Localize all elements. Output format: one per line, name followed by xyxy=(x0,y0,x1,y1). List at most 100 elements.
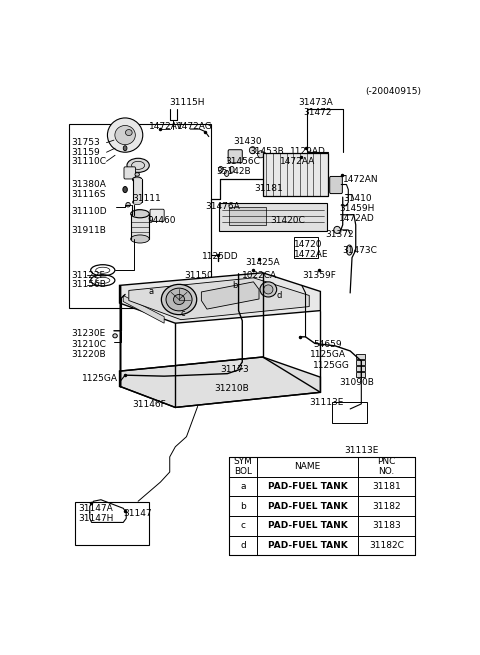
Bar xyxy=(75,502,149,545)
Text: 31473A: 31473A xyxy=(298,98,333,107)
Text: 31147H: 31147H xyxy=(78,514,113,523)
Text: 1472AA: 1472AA xyxy=(279,157,315,166)
Ellipse shape xyxy=(108,118,143,152)
Ellipse shape xyxy=(135,173,139,176)
Text: 94460: 94460 xyxy=(147,216,176,225)
Ellipse shape xyxy=(225,170,229,176)
Text: d: d xyxy=(277,291,282,300)
FancyBboxPatch shape xyxy=(150,209,164,221)
Text: 1472AV: 1472AV xyxy=(149,122,184,131)
Text: 54659: 54659 xyxy=(313,340,342,349)
Text: PAD-FUEL TANK: PAD-FUEL TANK xyxy=(267,541,347,550)
Ellipse shape xyxy=(166,288,192,311)
Text: 31156B: 31156B xyxy=(71,280,106,290)
Text: PNC
NO.: PNC NO. xyxy=(377,457,396,476)
Ellipse shape xyxy=(334,227,340,233)
Ellipse shape xyxy=(126,202,130,207)
Ellipse shape xyxy=(229,166,234,172)
Text: 31473C: 31473C xyxy=(343,246,378,255)
Text: 31113E: 31113E xyxy=(345,446,379,455)
Text: 31111: 31111 xyxy=(132,194,161,203)
Text: 31476A: 31476A xyxy=(205,202,240,211)
Ellipse shape xyxy=(133,210,145,217)
Text: 31182: 31182 xyxy=(372,502,401,510)
Text: 31359F: 31359F xyxy=(302,271,336,280)
Text: d: d xyxy=(240,541,246,550)
Bar xyxy=(132,179,142,202)
Text: 31425A: 31425A xyxy=(245,258,279,267)
Text: 31173: 31173 xyxy=(220,365,249,373)
Text: 31147: 31147 xyxy=(123,510,152,518)
Text: 31183: 31183 xyxy=(372,521,401,530)
Polygon shape xyxy=(120,357,321,407)
FancyBboxPatch shape xyxy=(124,167,135,179)
Bar xyxy=(356,360,365,365)
Text: 1125GA: 1125GA xyxy=(83,374,118,383)
Polygon shape xyxy=(202,282,259,309)
Text: 31911B: 31911B xyxy=(71,227,106,235)
Polygon shape xyxy=(219,203,327,231)
Text: 31372: 31372 xyxy=(325,231,354,240)
Text: 31410: 31410 xyxy=(344,194,372,203)
Text: 31150: 31150 xyxy=(185,271,214,280)
FancyBboxPatch shape xyxy=(330,176,342,194)
Text: 35142B: 35142B xyxy=(216,167,251,176)
Bar xyxy=(263,153,328,196)
Text: 1125GG: 1125GG xyxy=(313,360,350,369)
Text: b: b xyxy=(232,281,238,290)
Ellipse shape xyxy=(249,147,256,154)
Text: 1472AN: 1472AN xyxy=(343,175,378,184)
Text: PAD-FUEL TANK: PAD-FUEL TANK xyxy=(267,521,347,530)
Text: 31115H: 31115H xyxy=(170,98,205,107)
Text: b: b xyxy=(240,502,246,510)
Text: (-20040915): (-20040915) xyxy=(365,86,421,96)
Text: 31459H: 31459H xyxy=(339,204,374,214)
Text: 31230E: 31230E xyxy=(71,329,106,338)
Text: 31472: 31472 xyxy=(304,108,332,117)
Ellipse shape xyxy=(127,159,149,172)
Bar xyxy=(356,366,365,371)
Bar xyxy=(332,402,367,422)
Ellipse shape xyxy=(161,284,197,314)
FancyBboxPatch shape xyxy=(228,150,242,163)
Ellipse shape xyxy=(131,235,149,243)
Bar xyxy=(294,238,318,257)
Ellipse shape xyxy=(132,200,142,204)
Bar xyxy=(356,372,365,377)
Text: SYM
BOL: SYM BOL xyxy=(234,457,252,476)
Text: 31147A: 31147A xyxy=(78,504,113,513)
Text: a: a xyxy=(240,482,246,491)
Text: 31181: 31181 xyxy=(254,184,283,193)
Bar xyxy=(131,214,149,239)
Ellipse shape xyxy=(123,187,127,193)
Text: 31159: 31159 xyxy=(71,148,100,157)
Text: 31090B: 31090B xyxy=(340,378,374,386)
Text: 1125GA: 1125GA xyxy=(310,350,346,360)
Ellipse shape xyxy=(264,285,273,294)
Polygon shape xyxy=(129,278,309,320)
Text: 31113E: 31113E xyxy=(309,398,344,407)
Text: 1472AG: 1472AG xyxy=(177,122,213,131)
Ellipse shape xyxy=(131,210,149,218)
Text: 31110D: 31110D xyxy=(71,207,107,215)
Text: 14720: 14720 xyxy=(294,240,322,248)
Ellipse shape xyxy=(113,334,117,338)
Ellipse shape xyxy=(125,130,132,136)
Bar xyxy=(356,354,365,359)
Polygon shape xyxy=(120,272,321,323)
Text: 31220B: 31220B xyxy=(71,350,106,360)
Text: 31453B: 31453B xyxy=(250,147,285,156)
Ellipse shape xyxy=(347,245,352,255)
Text: 31210C: 31210C xyxy=(71,340,106,349)
Text: 1472AE: 1472AE xyxy=(294,250,328,259)
Text: 1022CA: 1022CA xyxy=(241,271,276,280)
Text: 1125DD: 1125DD xyxy=(202,252,239,261)
Text: 31122F: 31122F xyxy=(71,271,105,280)
Ellipse shape xyxy=(173,295,185,305)
Text: 31380A: 31380A xyxy=(71,180,106,189)
Text: 31110C: 31110C xyxy=(71,157,106,166)
Ellipse shape xyxy=(218,166,223,172)
Text: PAD-FUEL TANK: PAD-FUEL TANK xyxy=(267,502,347,510)
Ellipse shape xyxy=(260,282,276,297)
Text: NAME: NAME xyxy=(294,462,321,471)
